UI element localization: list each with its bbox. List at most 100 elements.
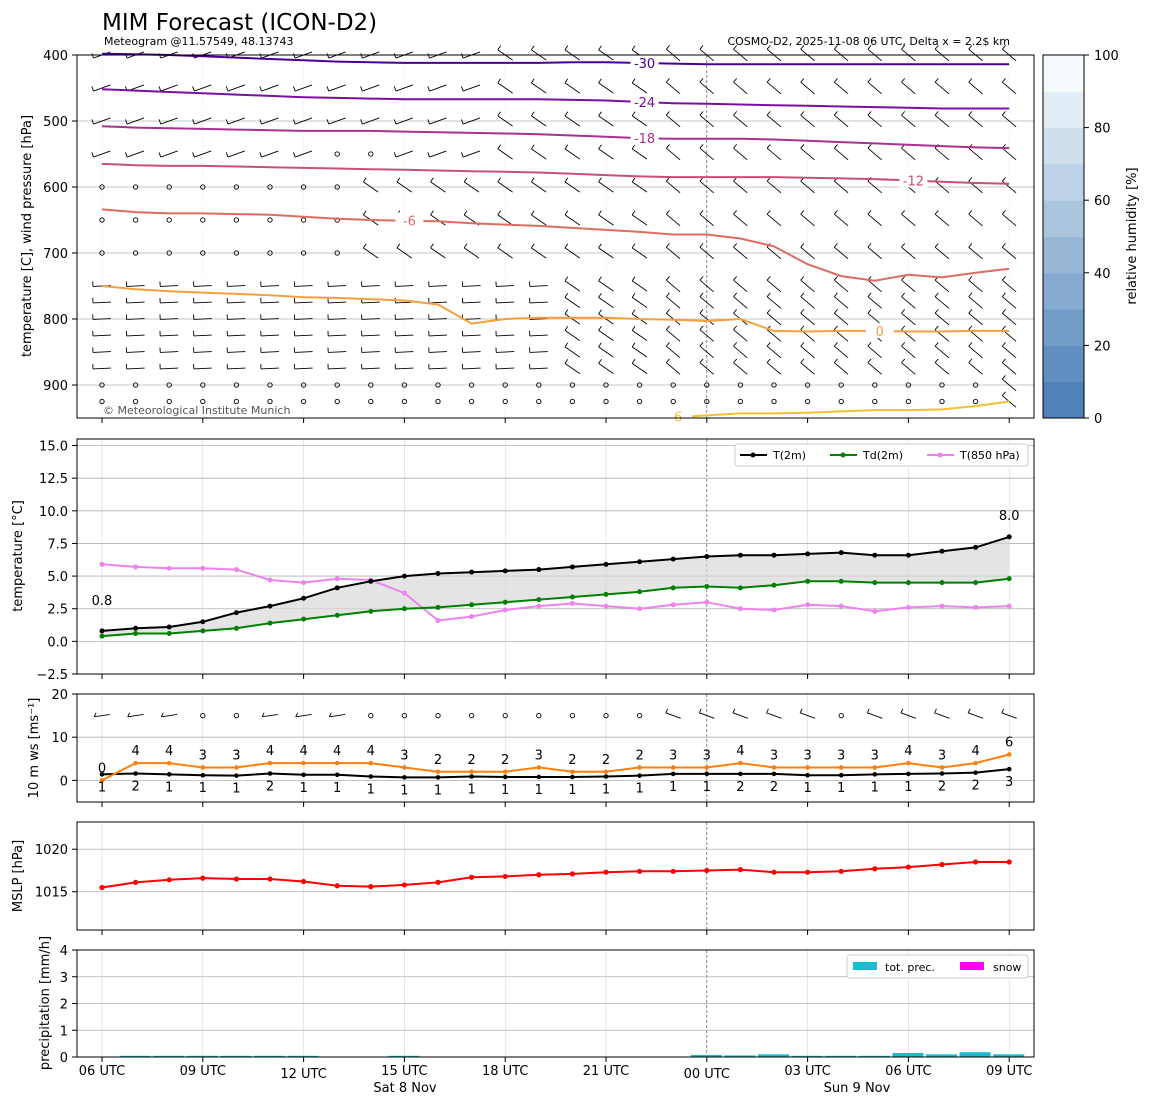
- wind-barb-flag: [733, 78, 738, 83]
- wind-barb-staff: [496, 301, 515, 304]
- calm-wind-circle: [132, 217, 139, 223]
- td2m-series-point: [637, 589, 643, 595]
- mslp-point: [502, 873, 508, 880]
- wind-barb-staff: [733, 147, 748, 161]
- legend-t850-marker: [937, 452, 943, 458]
- wind-barb-staff: [294, 84, 313, 92]
- wind-barb-flag: [259, 152, 262, 158]
- gust-point: [99, 778, 105, 783]
- wind-barb-flag: [867, 309, 872, 314]
- td2m-series-point: [603, 591, 609, 597]
- calm-wind-circle: [166, 250, 172, 256]
- wind-barb-staff: [598, 82, 614, 94]
- wind-barb-staff: [666, 329, 681, 342]
- wind-barb-staff: [631, 346, 648, 358]
- wind-barb-flag: [766, 45, 771, 50]
- wind-barb-flag: [461, 53, 464, 59]
- calm-wind-circle: [939, 398, 945, 405]
- precipitation-bar: [287, 1055, 319, 1057]
- wind-barb-staff: [1002, 246, 1017, 260]
- time-tick-label: 12 UTC: [280, 1067, 326, 1082]
- calm-wind-circle: [636, 398, 643, 405]
- wind-barb-flag: [461, 119, 464, 125]
- gust-point: [637, 765, 642, 770]
- td2m-series-point: [838, 578, 844, 584]
- precipitation-tick-label: 1: [60, 1024, 68, 1039]
- calm-wind-circle: [804, 398, 811, 405]
- wind-barb-staff: [598, 115, 614, 127]
- calm-wind-circle: [99, 184, 105, 190]
- wind-barb-flag: [259, 119, 262, 125]
- wind-barb-flag: [564, 243, 569, 249]
- gust-point: [973, 760, 978, 766]
- calm-wind-circle: [838, 382, 844, 388]
- gust-point: [805, 765, 810, 770]
- t2m-series-point: [838, 550, 844, 556]
- t2m-series-point: [637, 559, 643, 565]
- wind-barb-flag: [833, 111, 838, 116]
- wind-barb-flag: [833, 210, 838, 215]
- calm-wind-circle: [267, 382, 273, 388]
- wind-barb-staff: [227, 351, 246, 353]
- wind-barb-staff: [193, 367, 212, 370]
- wind-barb-staff: [430, 247, 446, 259]
- ws-value-label: 2: [938, 779, 946, 794]
- precipitation-bar: [993, 1054, 1025, 1057]
- wind-barb-flag: [598, 309, 602, 315]
- legend-td2m-label: Td(2m): [862, 449, 903, 462]
- gust-value-label: 4: [165, 744, 173, 759]
- gust-value-label: 3: [871, 748, 879, 763]
- wind-barb-flag: [901, 309, 906, 314]
- wind-barb-staff: [900, 712, 917, 719]
- wind-barb-flag: [800, 243, 805, 248]
- wind-barb-flag: [91, 152, 94, 158]
- wind-barb-flag: [867, 358, 872, 363]
- wind-barb-staff: [1002, 279, 1017, 293]
- pressure-tick-label: 700: [43, 247, 68, 262]
- calm-wind-circle: [300, 382, 307, 388]
- wind-barb-flag: [631, 45, 636, 51]
- wind-barb-flag: [1001, 45, 1006, 50]
- calm-wind-circle: [166, 184, 172, 190]
- td2m-series-point: [267, 620, 273, 626]
- wind-barb-flag: [665, 276, 670, 281]
- ws-value-label: 2: [266, 779, 274, 794]
- wind-barb-staff: [227, 84, 246, 92]
- wind-barb-staff: [934, 345, 950, 359]
- wind-barb-flag: [396, 243, 401, 249]
- ws-value-label: 1: [568, 783, 576, 798]
- isotherm-label-bg: [865, 322, 894, 338]
- wind-barb-staff: [1002, 147, 1017, 161]
- precipitation-bar: [220, 1055, 252, 1057]
- colorbar-frame: [1042, 54, 1085, 419]
- wind-barb-staff: [395, 84, 414, 92]
- calm-wind-circle: [536, 382, 542, 388]
- wind-barb-staff: [92, 334, 112, 337]
- wind-barb-flag: [430, 210, 434, 216]
- wind-barb-flag: [901, 243, 906, 248]
- wind-barb-staff: [598, 214, 614, 226]
- wind-barb-flag: [293, 53, 296, 59]
- wind-barb-flag: [800, 309, 805, 314]
- wind-barb-flag: [497, 210, 501, 216]
- calm-wind-circle: [267, 398, 273, 405]
- ws-value-label: 1: [199, 781, 207, 796]
- wind-barb-flag: [598, 342, 602, 348]
- temperature-tick-label: 5.0: [47, 570, 68, 585]
- mslp-point: [569, 871, 576, 877]
- precipitation-tick-label: 2: [60, 998, 68, 1013]
- isotherm-line: [101, 208, 1010, 282]
- wind-barb-staff: [160, 150, 178, 158]
- t2m-series-point: [267, 603, 273, 609]
- t2m-series-line: [101, 535, 1010, 632]
- wind-barb-staff: [160, 318, 179, 320]
- wind-barb-staff: [564, 115, 581, 127]
- wind-barb-flag: [967, 708, 971, 714]
- ws-point: [704, 771, 710, 777]
- wind-barb-flag: [259, 53, 262, 59]
- gust-value-label: 0: [98, 761, 106, 776]
- t850-series-point: [469, 614, 475, 620]
- calm-wind-circle: [569, 712, 576, 719]
- wind-barb-flag: [699, 342, 704, 347]
- isotherm-label-bg: [664, 408, 693, 424]
